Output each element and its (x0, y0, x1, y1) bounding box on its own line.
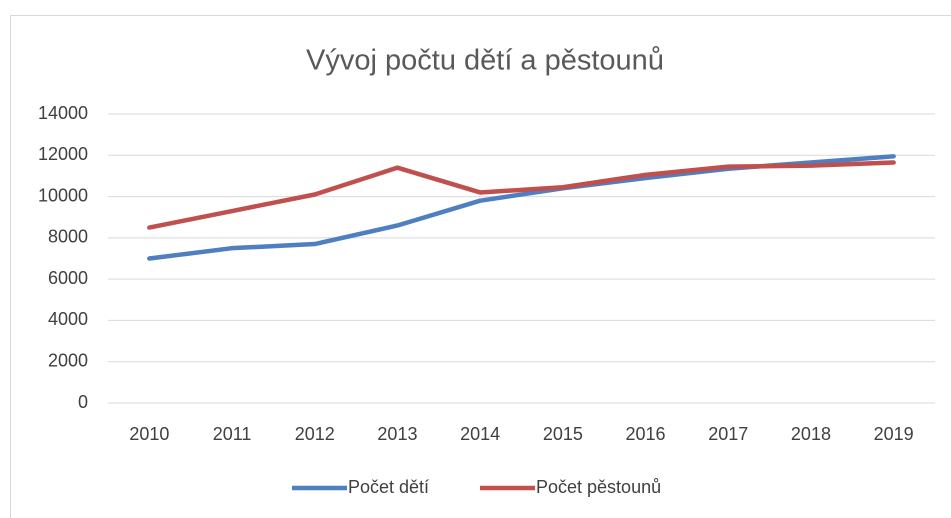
x-tick-label: 2016 (626, 424, 666, 444)
chart-title: Vývoj počtu dětí a pěstounů (306, 45, 664, 77)
x-tick-label: 2014 (460, 424, 500, 444)
y-tick-label: 2000 (48, 350, 88, 370)
x-tick-label: 2012 (295, 424, 335, 444)
y-tick-label: 14000 (38, 103, 88, 123)
y-tick-label: 8000 (48, 227, 88, 247)
y-tick-label: 12000 (38, 144, 88, 164)
x-tick-label: 2017 (708, 424, 748, 444)
legend-label: Počet dětí (348, 477, 429, 497)
x-tick-label: 2011 (213, 424, 252, 444)
legend-label: Počet pěstounů (536, 477, 661, 497)
x-tick-label: 2010 (129, 424, 169, 444)
x-tick-label: 2018 (791, 424, 831, 444)
y-tick-label: 10000 (38, 185, 88, 205)
chart-border (10, 15, 951, 518)
x-tick-label: 2019 (874, 424, 914, 444)
y-tick-label: 0 (78, 392, 88, 412)
x-tick-label: 2015 (543, 424, 583, 444)
x-tick-label: 2013 (377, 424, 417, 444)
y-tick-label: 4000 (48, 309, 88, 329)
y-tick-label: 6000 (48, 268, 88, 288)
line-series (147, 160, 896, 230)
